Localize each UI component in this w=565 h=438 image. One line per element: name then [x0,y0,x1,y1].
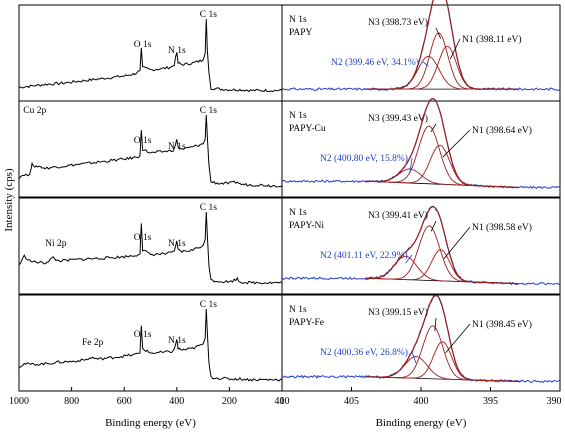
survey-peak-label: N 1s [168,239,186,249]
n1s-panel-sample: PAPY-Ni [289,221,324,231]
n1s-panel-sample: PAPY-Fe [289,318,324,328]
survey-panel-frame [18,100,283,198]
n1s-panel-frame [281,100,561,198]
survey-x-tick-label: 400 [169,396,184,407]
n1s-x-tick-label: 390 [547,396,562,407]
n1s-fit-envelope [365,0,519,90]
n1s-leader-n2 [422,61,429,67]
n1s-leader-n2 [411,351,417,364]
y-axis-label: Intensity (cps) [3,168,15,232]
n1s-x-axis-label: Binding energy (eV) [376,417,467,429]
n1s-label-n3: N3 (399.15 eV) [368,307,428,318]
survey-peak-label: N 1s [168,336,186,346]
n1s-label-n2: N2 (400.36 eV, 26.8%) [320,347,408,358]
survey-peak-label: Fe 2p [82,338,104,348]
survey-peak-label: O 1s [134,330,152,340]
n1s-leader-n3 [435,27,442,39]
survey-peak-label: C 1s [200,106,217,116]
survey-spectrum-2 [18,114,283,188]
n1s-label-n2: N2 (399.46 eV, 34.1%) [331,57,419,68]
survey-spectrum-3 [18,211,283,285]
n1s-leader-n1 [442,129,471,158]
n1s-panel-title: N 1s [289,208,307,218]
n1s-label-n2: N2 (400.80 eV, 15.8%) [320,153,408,164]
n1s-x-tick-label: 410 [275,396,290,407]
survey-x-tick-label: 1000 [9,396,29,407]
survey-spectrum-4 [18,308,283,382]
n1s-fit-envelope [365,97,519,188]
n1s-label-n1: N1 (398.64 eV) [472,125,532,136]
survey-peak-label: C 1s [200,10,217,20]
survey-x-tick-label: 0 [280,396,285,407]
survey-peak-label: C 1s [200,300,217,310]
n1s-leader-n2 [409,157,413,174]
survey-peak-label: O 1s [134,233,152,243]
n1s-fit-envelope [365,294,519,382]
survey-x-tick-label: 600 [117,396,132,407]
n1s-leader-n1 [449,38,461,60]
n1s-raw-spectrum-1 [281,0,561,91]
survey-peak-label: O 1s [134,136,152,146]
n1s-leader-n2 [405,254,413,264]
survey-panel-frame [18,294,283,392]
survey-x-tick-label: 800 [64,396,79,407]
survey-peak-label: C 1s [200,203,217,213]
n1s-leader-n3 [434,317,437,332]
n1s-leader-n1 [443,226,471,260]
n1s-label-n3: N3 (399.43 eV) [368,113,428,124]
n1s-panel-title: N 1s [289,15,307,25]
n1s-x-tick-label: 400 [414,396,429,407]
n1s-fit-component [365,144,519,188]
n1s-leader-n3 [430,220,437,232]
n1s-panel-title: N 1s [289,305,307,315]
survey-peak-label: Cu 2p [23,106,46,116]
survey-peak-label: Ni 2p [45,239,67,249]
n1s-label-n1: N1 (398.58 eV) [472,222,532,233]
survey-panel-frame [18,4,283,102]
survey-peak-label: N 1s [168,142,186,152]
n1s-label-n3: N3 (398.73 eV) [368,17,428,28]
n1s-fit-envelope [365,206,519,285]
n1s-label-n1: N1 (398.45 eV) [472,319,532,330]
survey-spectrum-1 [18,18,283,93]
n1s-x-tick-label: 405 [344,396,359,407]
survey-x-axis-label: Binding energy (eV) [105,417,196,429]
survey-peak-label: O 1s [134,40,152,50]
n1s-panel-sample: PAPY-Cu [289,124,326,134]
n1s-panel-frame [281,197,561,295]
n1s-x-tick-label: 395 [483,396,498,407]
n1s-leader-n1 [445,323,471,354]
survey-x-tick-label: 200 [222,396,237,407]
n1s-leader-n3 [430,123,437,133]
n1s-panel-sample: PAPY [289,28,313,38]
n1s-panel-title: N 1s [289,111,307,121]
n1s-label-n2: N2 (401.11 eV, 22.9%) [320,250,408,261]
survey-peak-label: N 1s [168,46,186,56]
n1s-label-n1: N1 (398.11 eV) [462,34,522,45]
n1s-label-n3: N3 (399.41 eV) [368,210,428,221]
